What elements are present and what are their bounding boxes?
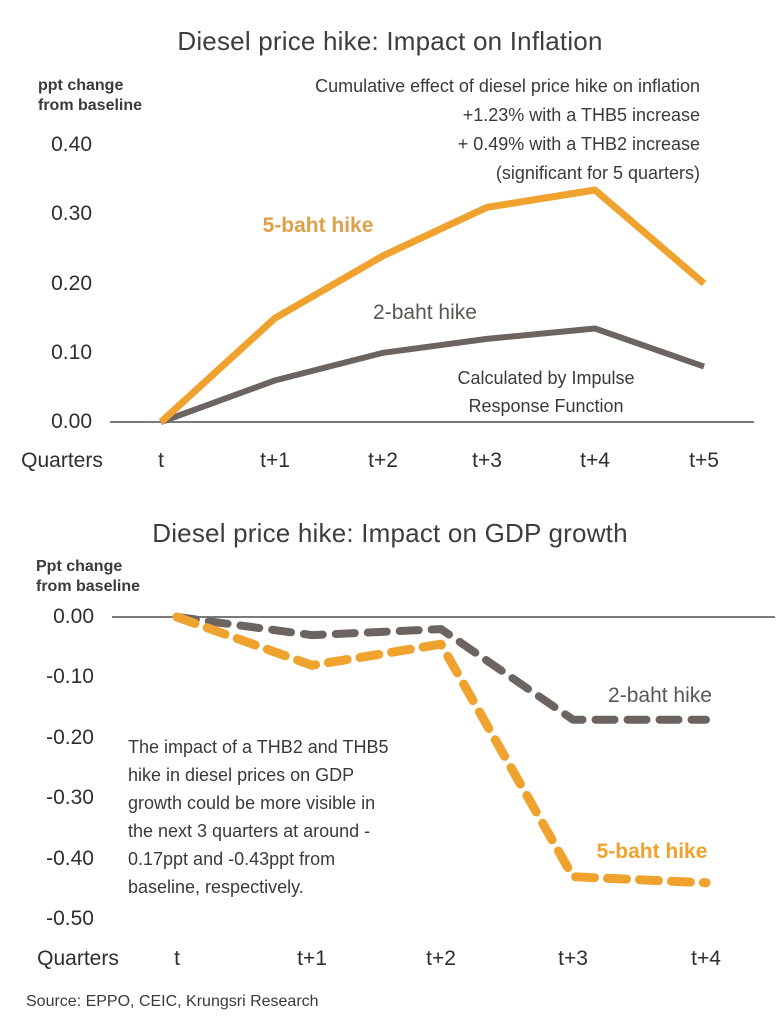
chart1-x-tick-label: t+4 <box>580 449 610 472</box>
chart2-y-tick-label: -0.10 <box>46 665 94 689</box>
series-label-2-baht-hike: 2-baht hike <box>608 684 712 707</box>
chart1-x-tick-label: t+5 <box>689 449 719 472</box>
series-label-5-baht-hike: 5-baht hike <box>262 214 374 237</box>
chart2-y-tick-label: -0.20 <box>46 725 94 749</box>
chart2-annotation: The impact of a THB2 and THB5 hike in di… <box>128 737 389 897</box>
chart2-y-tick-label: 0.00 <box>53 605 94 628</box>
chart2-x-tick-label: t <box>174 947 180 970</box>
chart1-y-tick-label: 0.30 <box>51 202 92 226</box>
chart1-title: Diesel price hike: Impact on Inflation <box>177 26 603 56</box>
series-label-2-baht-hike: 2-baht hike <box>373 301 477 324</box>
chart2-x-tick-label: t+3 <box>558 947 588 970</box>
chart1-y-tick-label: 0.20 <box>51 271 92 295</box>
chart1-x-axis-title: Quarters <box>21 449 103 472</box>
source-note: Source: EPPO, CEIC, Krungsri Research <box>26 993 319 1010</box>
chart2-x-tick-label: t+1 <box>297 947 327 970</box>
chart1-x-tick-label: t+3 <box>472 449 502 472</box>
line-series-2-baht-hike <box>173 613 710 724</box>
chart1-y-tick-label: 0.10 <box>51 340 92 364</box>
line-series-5-baht-hike <box>172 612 711 888</box>
chart1-y-tick-label: 0.00 <box>51 410 92 433</box>
line-series-5-baht-hike <box>158 186 707 425</box>
chart2-x-tick-label: t+4 <box>691 947 721 970</box>
chart2-x-tick-label: t+2 <box>426 947 456 970</box>
chart1-x-tick-label: t+2 <box>368 449 398 472</box>
chart2-x-axis-title: Quarters <box>37 947 119 970</box>
chart2-y-tick-label: -0.40 <box>46 846 94 870</box>
line-series-2-baht-hike <box>159 325 705 425</box>
chart2-y-tick-label: -0.30 <box>46 786 94 810</box>
chart2-title: Diesel price hike: Impact on GDP growth <box>152 518 628 548</box>
impulse-response-note: Calculated by Impulse Response Function <box>457 368 635 416</box>
series-label-5-baht-hike: 5-baht hike <box>596 840 708 863</box>
chart2-y-tick-label: -0.50 <box>46 907 94 930</box>
chart1-y-axis-label: ppt change from baseline <box>38 77 143 114</box>
chart2-y-axis-label: Ppt change from baseline <box>36 558 141 595</box>
chart1-x-tick-label: t+1 <box>260 449 290 472</box>
chart1-x-tick-label: t <box>158 449 164 472</box>
chart1-annotation: Cumulative effect of diesel price hike o… <box>315 76 700 183</box>
chart1-y-tick-label: 0.40 <box>51 133 92 156</box>
